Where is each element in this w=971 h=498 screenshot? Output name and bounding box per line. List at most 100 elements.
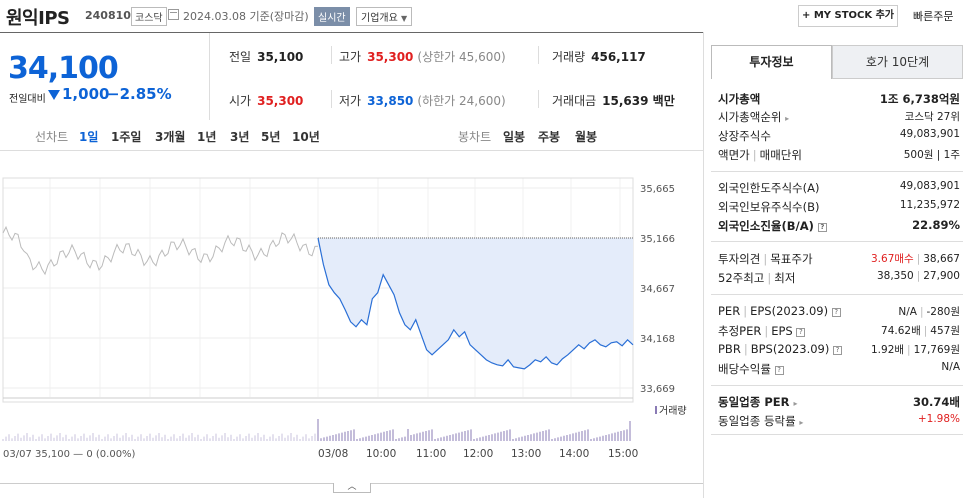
tab-hoga[interactable]: 호가 10단계 (832, 45, 963, 79)
quick-order-button[interactable]: 빠른주문 (913, 10, 954, 23)
row-value: 38,350 | 27,900 (877, 270, 960, 282)
row-value: 22.89% (912, 218, 960, 232)
arrow-right-icon: ▸ (799, 418, 804, 427)
row-label-text: 동일업종 등락률 (718, 414, 796, 428)
period-5y[interactable]: 5년 (261, 130, 281, 144)
row-label-text: 배당수익률 (718, 362, 771, 376)
collapse-button[interactable]: ︿ (333, 483, 371, 493)
divider (538, 46, 539, 64)
stat-label: 거래량 (552, 50, 586, 64)
stat-label: 고가 (339, 50, 362, 64)
row-par-unit: 액면가 | 매매단위 500원 | 1주 (718, 147, 960, 164)
help-icon[interactable]: ? (831, 308, 841, 317)
row-label-text: 추정PER (718, 324, 762, 338)
x-tick-label: 13:00 (511, 448, 541, 460)
row-cap-rank[interactable]: 시가총액순위 ▸ 코스닥 27위 (718, 109, 960, 126)
period-1w[interactable]: 1주일 (111, 130, 142, 144)
row-value: 1조 6,738억원 (879, 92, 960, 106)
row-value: 30.74배 (913, 395, 960, 409)
row-foreign-limit: 외국인한도주식수(A) 49,083,901 (718, 180, 960, 197)
separator: | (767, 271, 772, 285)
per-value: N/A (898, 306, 917, 318)
y-tick-label: 35,166 (640, 234, 675, 245)
x-tick-label: 15:00 (608, 448, 638, 460)
x-tick-label: 03/08 (318, 448, 348, 460)
row-label-text: 목표주가 (770, 252, 813, 266)
period-1y[interactable]: 1년 (197, 130, 217, 144)
row-label-text: PBR (718, 342, 741, 356)
row-est-per: 추정PER | EPS ? 74.62배 | 457원 (718, 323, 960, 340)
period-10y[interactable]: 10년 (292, 130, 320, 144)
bps-value: 17,769원 (913, 344, 960, 356)
row-opinion: 투자의견 | 목표주가 3.67매수 | 38,667 (718, 251, 960, 268)
y-tick-label: 35,665 (640, 184, 675, 195)
stat-amount: 거래대금 15,639 백만 (552, 92, 675, 109)
row-value: 500원 | 1주 (903, 149, 960, 161)
help-icon[interactable]: ? (774, 366, 784, 375)
separator: | (923, 325, 928, 337)
row-label-text: 시가총액순위 (718, 110, 782, 124)
x-tick-label: 11:00 (416, 448, 446, 460)
row-label-text: 외국인소진율(B/A) (718, 219, 814, 233)
divider (0, 32, 703, 33)
help-icon[interactable]: ? (796, 328, 806, 337)
row-value: 코스닥 27위 (904, 111, 960, 123)
separator: | (907, 344, 911, 356)
candle-monthly[interactable]: 월봉 (575, 130, 598, 144)
candle-weekly[interactable]: 주봉 (538, 130, 561, 144)
help-icon[interactable]: ? (817, 223, 827, 232)
separator: | (916, 270, 921, 282)
divider (703, 32, 704, 498)
y-tick-label: 34,667 (640, 284, 675, 295)
price-chart[interactable]: 35,665 35,166 34,667 34,168 33,669 거래량 03/08 10… (0, 152, 703, 490)
separator: | (916, 253, 921, 265)
stat-value: 35,300 (257, 94, 304, 108)
current-price: 34,100 (8, 51, 119, 86)
divider (331, 46, 332, 64)
row-shares: 상장주식수 49,083,901 (718, 128, 960, 145)
candle-chart-label: 봉차트 (458, 130, 492, 144)
corp-overview-dropdown[interactable]: 기업개요 ▼ (356, 7, 413, 26)
row-label: PER | EPS(2023.09) ? (718, 304, 841, 318)
row-value: +1.98% (917, 413, 960, 425)
line-chart-label: 선차트 (35, 130, 69, 144)
separator: | (752, 148, 757, 162)
row-value: 49,083,901 (899, 128, 960, 140)
stat-high: 고가 35,300 (상한가 45,600) (339, 48, 506, 65)
row-pbr-bps: PBR | BPS(2023.09) ? 1.92배 | 17,769원 (718, 342, 960, 359)
row-label: 시가총액순위 ▸ (718, 109, 789, 125)
page-header: 원익IPS 240810 코스닥 2024.03.08 기준(장마감) 실시간 … (0, 0, 971, 32)
tab-invest-info[interactable]: 투자정보 (711, 45, 832, 79)
separator: | (743, 342, 748, 356)
period-3m[interactable]: 3개월 (155, 130, 186, 144)
my-stock-add-button[interactable]: + MY STOCK 추가 (798, 5, 898, 27)
x-tick-label: 14:00 (559, 448, 589, 460)
stat-label: 거래대금 (552, 94, 597, 108)
row-industry-change[interactable]: 동일업종 등락률 ▸ +1.98% (718, 413, 960, 430)
est-eps-value: 457원 (930, 325, 960, 337)
row-label-text: PER (718, 304, 741, 318)
row-label-text: BPS(2023.09) (750, 342, 830, 356)
stat-value: 35,100 (257, 50, 304, 64)
row-label-text: 액면가 (718, 148, 750, 162)
chevron-down-icon: ▼ (401, 14, 408, 23)
quote-stats: 전일 35,100 고가 35,300 (상한가 45,600) 거래량 456,117… (211, 33, 703, 120)
separator: | (919, 306, 924, 318)
target-value: 38,667 (923, 253, 960, 265)
row-label-text: EPS (771, 324, 793, 338)
candle-daily[interactable]: 일봉 (503, 130, 526, 144)
stock-title: 원익IPS (6, 8, 70, 29)
period-1d[interactable]: 1일 (79, 130, 99, 144)
realtime-button[interactable]: 실시간 (314, 7, 350, 26)
x-tick-label: 10:00 (366, 448, 396, 460)
row-dividend: 배당수익률 ? N/A (718, 361, 960, 378)
y-tick-label: 33,669 (640, 384, 675, 395)
divider (331, 90, 332, 108)
period-3y[interactable]: 3년 (230, 130, 250, 144)
row-industry-per[interactable]: 동일업종 PER ▸ 30.74배 (718, 394, 960, 411)
help-icon[interactable]: ? (833, 346, 843, 355)
row-foreign-ratio: 외국인소진율(B/A) ? 22.89% (718, 218, 960, 235)
divider (538, 90, 539, 108)
change-label: 전일대비 (9, 94, 46, 105)
w52-low-value: 27,900 (923, 270, 960, 282)
